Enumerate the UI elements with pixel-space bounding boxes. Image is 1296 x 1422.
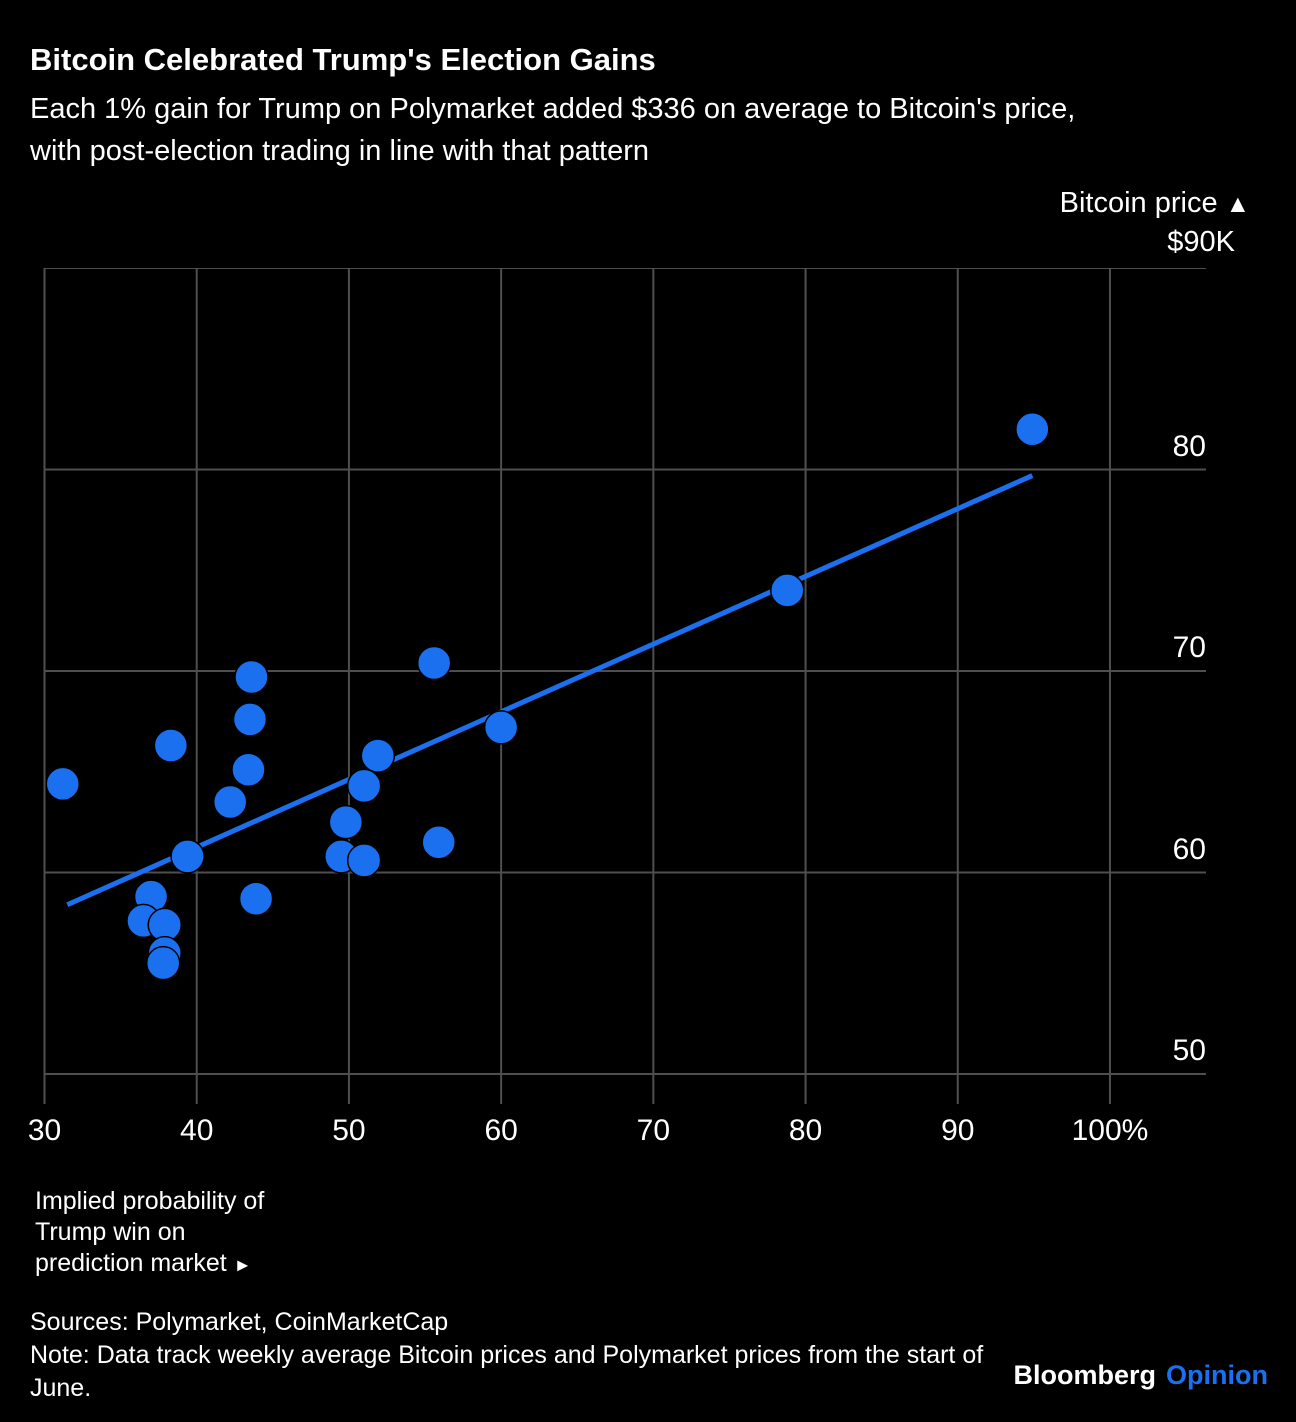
x-tick-label: 50 [332,1114,366,1147]
data-point [145,945,181,981]
y-tick-label: 70 [1172,631,1206,664]
plot-area [0,267,1296,1108]
y-axis-top-tick-label: $90K [1167,226,1235,258]
x-tick-label: 60 [484,1114,518,1147]
chart-subtitle: Each 1% gain for Trump on Polymarket add… [30,93,1076,167]
y-tick-label: 60 [1172,832,1206,866]
data-point [153,728,189,763]
x-tick-label: 30 [27,1114,62,1147]
data-point [346,843,382,878]
data-point [232,702,268,737]
data-point [45,766,81,802]
bloomberg-opinion-logo: Bloomberg Opinion [1014,1360,1269,1391]
trend-line [66,473,1034,908]
bloomberg-wordmark: Bloomberg [1013,1360,1157,1390]
x-axis-title-line: Implied probability of [35,1187,265,1215]
x-axis-title-line: prediction market ► [35,1248,264,1281]
sources-line: Sources: Polymarket, CoinMarketCap [30,1308,449,1336]
x-axis-title-line: Trump win on [35,1218,186,1246]
note-line: Note: Data track weekly average Bitcoin … [30,1341,984,1402]
data-point [483,710,519,745]
data-point [360,738,396,773]
data-point [212,784,248,820]
data-point [238,881,274,916]
data-point [416,645,452,681]
right-arrow-icon: ► [233,1255,252,1275]
y-axis-title-text: Bitcoin price [1059,187,1218,219]
data-point [328,804,364,840]
y-axis-title: Bitcoin price ▲ [1060,187,1250,220]
data-point [770,573,805,608]
x-tick-label: 40 [180,1114,214,1147]
x-tick-label: 90 [941,1114,975,1147]
data-point [346,768,382,804]
up-triangle-icon: ▲ [1225,191,1250,218]
x-tick-label: 80 [788,1114,823,1147]
y-tick-label: 80 [1172,429,1206,463]
x-tick-label: 100% [1071,1114,1149,1147]
opinion-wordmark: Opinion [1166,1360,1268,1390]
scatter-plot-svg [43,267,1206,1104]
x-tick-label: 70 [636,1114,671,1147]
data-point [234,659,269,695]
x-axis-title: Implied probability of Trump win on pred… [35,1186,264,1281]
x-axis-title-line-text: prediction market [35,1249,227,1277]
data-point [170,839,205,874]
chart-title: Bitcoin Celebrated Trump's Election Gain… [30,42,656,77]
data-point [421,825,456,860]
y-tick-label: 50 [1172,1034,1206,1067]
data-point [1015,411,1050,447]
data-point [231,752,266,787]
